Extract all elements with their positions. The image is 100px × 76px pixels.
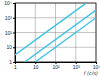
plot: 1 10 10² 10³ 10⁴ 1 10 10² 10³ 10⁴ [4,0,100,69]
frame [15,3,96,62]
tick-label: 10² [52,64,60,70]
tick: 10⁴ [93,62,100,70]
x-axis: 1 10 10² 10³ 10⁴ [14,62,100,70]
series-line [15,4,85,55]
tick: 10² [52,62,60,70]
tick: 10 [6,44,15,50]
tick-label: 1 [14,64,17,70]
tick-label: 10 [6,44,12,50]
tick: 1 [9,59,15,65]
tick: 10⁴ [4,0,15,6]
tick-label: 10⁴ [4,0,12,6]
lines [15,4,96,62]
grid-line [15,32,96,33]
tick: 10³ [73,62,81,70]
tick-label: 10³ [73,64,81,70]
tick-label: 10² [5,30,13,36]
grid [15,3,96,62]
tick: 1 [14,62,17,70]
tick-label: 10³ [5,15,13,21]
tick: 10³ [5,15,15,21]
chart: 11010²10³10⁴11010²10³10⁴f (c/s) [0,0,100,76]
series-line [25,10,96,62]
x-axis-title: f (c/s) [84,70,98,76]
tick-label: 1 [9,59,12,65]
tick-label: 10 [33,64,39,70]
tick: 10 [33,62,39,70]
series-line [35,18,96,62]
tick: 10² [5,30,15,36]
y-axis: 1 10 10² 10³ 10⁴ [4,0,15,65]
